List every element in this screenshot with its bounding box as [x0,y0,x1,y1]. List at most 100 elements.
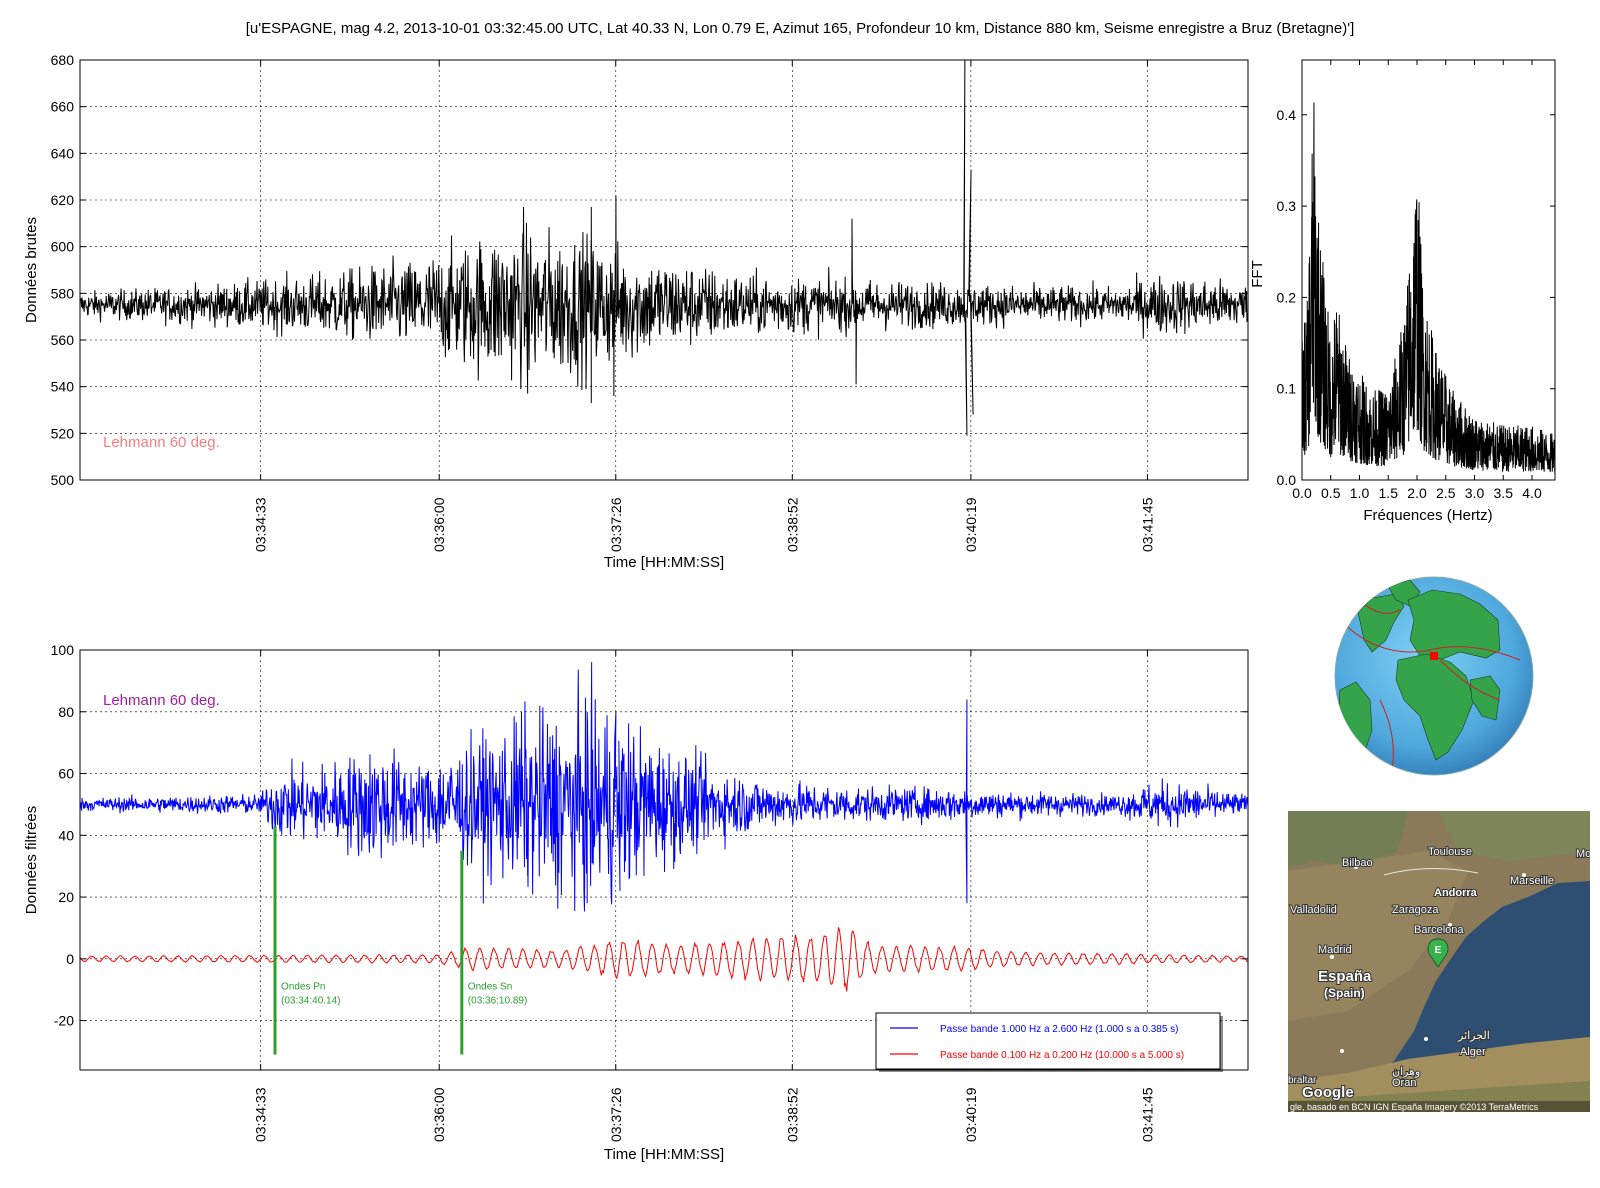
map-label-barcelona: Barcelona [1414,924,1464,936]
fft-x-tick-label: 2.0 [1407,485,1427,501]
regional-map: Toulouse Bilbao Marseille Andorra Vallad… [1288,811,1590,1112]
fft-x-axis-label: Fréquences (Hertz) [1363,507,1492,524]
fft-x-tick-label: 3.0 [1465,485,1485,501]
filtered-x-ticks: 03:34:33 03:36:00 03:37:26 03:38:52 03:40:19… [253,650,1155,1142]
y-tick-label: 640 [51,145,75,161]
x-tick-label: 03:38:52 [784,1087,800,1142]
fft-y-tick-label: 0.1 [1277,381,1297,397]
filtered-x-axis-label: Time [HH:MM:SS] [604,1146,724,1163]
x-tick-label: 03:34:33 [253,1087,269,1142]
y-tick-label: 40 [58,827,74,843]
raw-x-axis-label: Time [HH:MM:SS] [604,554,724,571]
x-tick-label: 03:37:26 [608,497,624,552]
fft-trace [1302,102,1555,473]
y-tick-label: 620 [51,192,75,208]
fft-panel: 0.0 0.1 0.2 0.3 0.4 0.0 0.5 1.0 1.5 2.0 2.5 3.0 3.5… [1249,59,1556,524]
map-label-oran: Oran [1392,1077,1416,1089]
filtered-y-ticks: -20 0 20 40 60 80 100 [51,642,1248,1029]
map-label-spain: (Spain) [1324,986,1365,1000]
y-tick-label: 60 [58,766,74,782]
y-tick-label: -20 [54,1013,74,1029]
raw-y-axis-label: Données brutes [23,217,40,323]
blue-filtered-trace [80,662,1248,912]
legend-blue-label: Passe bande 1.000 Hz a 2.600 Hz (1.000 s… [940,1024,1179,1035]
y-tick-label: 20 [58,889,74,905]
map-label-bilbao: Bilbao [1342,857,1373,869]
filtered-axes-frame [79,649,1249,1071]
fft-x-tick-label: 1.0 [1350,485,1370,501]
red-filtered-trace [80,927,1248,992]
fft-x-tick-label: 0.0 [1292,485,1312,501]
map-label-madrid: Madrid [1318,944,1352,956]
filtered-data-panel: Ondes Pn (03:34:40.14) Ondes Sn (03:36:10.8… [23,642,1249,1163]
phase-markers: Ondes Pn (03:34:40.14) Ondes Sn (03:36:10.8… [273,826,527,1055]
phase-marker-time: (03:36:10.89) [468,996,527,1007]
fft-x-tick-label: 1.5 [1379,485,1399,501]
fft-y-axis-label: FFT [1249,260,1266,288]
fft-x-ticks: 0.0 0.5 1.0 1.5 2.0 2.5 3.0 3.5 4.0 [1292,60,1542,501]
map-label-andorra: Andorra [1434,887,1478,899]
y-tick-label: 0 [66,951,74,967]
map-label-valladolid: Valladolid [1290,904,1337,916]
legend-red-label: Passe bande 0.100 Hz a 0.200 Hz (10.000 … [940,1050,1184,1061]
x-tick-label: 03:41:45 [1139,497,1155,552]
map-label-alger: Alger [1460,1046,1486,1058]
y-tick-label: 80 [58,704,74,720]
fft-x-tick-label: 3.5 [1494,485,1514,501]
x-tick-label: 03:34:33 [253,497,269,552]
map-attribution: gle, basado en BCN IGN España Imagery ©2… [1290,1102,1539,1112]
raw-axes-frame [79,59,1249,481]
raw-y-ticks: 500 520 540 560 580 600 620 640 660 680 [51,52,1248,488]
filtered-legend: Passe bande 1.000 Hz a 2.600 Hz (1.000 s… [875,1012,1223,1072]
fft-x-tick-label: 0.5 [1321,485,1341,501]
y-tick-label: 540 [51,379,75,395]
y-tick-label: 660 [51,99,75,115]
y-tick-label: 560 [51,332,75,348]
map-label-alger-arabic: الجزائر [1457,1030,1490,1042]
map-epicenter-pin: E [1427,938,1449,968]
x-tick-label: 03:36:00 [431,1087,447,1142]
y-tick-label: 580 [51,285,75,301]
globe-epicenter-marker [1430,652,1438,660]
fft-axes-frame [1301,59,1556,481]
raw-x-ticks: 03:34:33 03:36:00 03:37:26 03:38:52 03:40:19… [253,60,1155,552]
map-label-zaragoza: Zaragoza [1392,904,1439,916]
x-tick-label: 03:41:45 [1139,1087,1155,1142]
map-label-gibraltar: braltar [1288,1075,1317,1086]
map-label-oran-arabic: وهران [1392,1066,1420,1078]
fft-y-tick-label: 0.4 [1277,107,1297,123]
x-tick-label: 03:36:00 [431,497,447,552]
raw-trace [80,60,1248,436]
phase-marker-label: Ondes Pn [281,982,325,993]
phase-marker-time: (03:34:40.14) [281,996,341,1007]
y-tick-label: 500 [51,472,75,488]
map-label-espana: España [1318,968,1372,985]
map-label-mon: Mon [1576,848,1590,860]
fft-x-tick-label: 4.0 [1522,485,1542,501]
phase-marker-label: Ondes Sn [468,982,512,993]
x-tick-label: 03:37:26 [608,1087,624,1142]
fft-y-tick-label: 0.2 [1277,289,1297,305]
map-google-logo: Google [1302,1084,1354,1101]
fft-x-tick-label: 2.5 [1436,485,1456,501]
filtered-y-axis-label: Données filtrées [23,806,40,914]
raw-lehmann-annotation: Lehmann 60 deg. [103,434,220,451]
map-label-toulouse: Toulouse [1428,846,1472,858]
fft-y-tick-label: 0.0 [1277,472,1297,488]
y-tick-label: 100 [51,642,75,658]
figure-title: [u'ESPAGNE, mag 4.2, 2013-10-01 03:32:45… [245,20,1355,37]
x-tick-label: 03:38:52 [784,497,800,552]
x-tick-label: 03:40:19 [963,497,979,552]
map-label-marseille: Marseille [1510,875,1554,887]
fft-y-tick-label: 0.3 [1277,198,1297,214]
y-tick-label: 600 [51,239,75,255]
filtered-lehmann-annotation: Lehmann 60 deg. [103,692,220,709]
fft-y-ticks: 0.0 0.1 0.2 0.3 0.4 [1277,107,1555,488]
x-tick-label: 03:40:19 [963,1087,979,1142]
raw-grid [80,60,1248,480]
y-tick-label: 520 [51,425,75,441]
y-tick-label: 680 [51,52,75,68]
map-pin-letter: E [1435,945,1442,956]
